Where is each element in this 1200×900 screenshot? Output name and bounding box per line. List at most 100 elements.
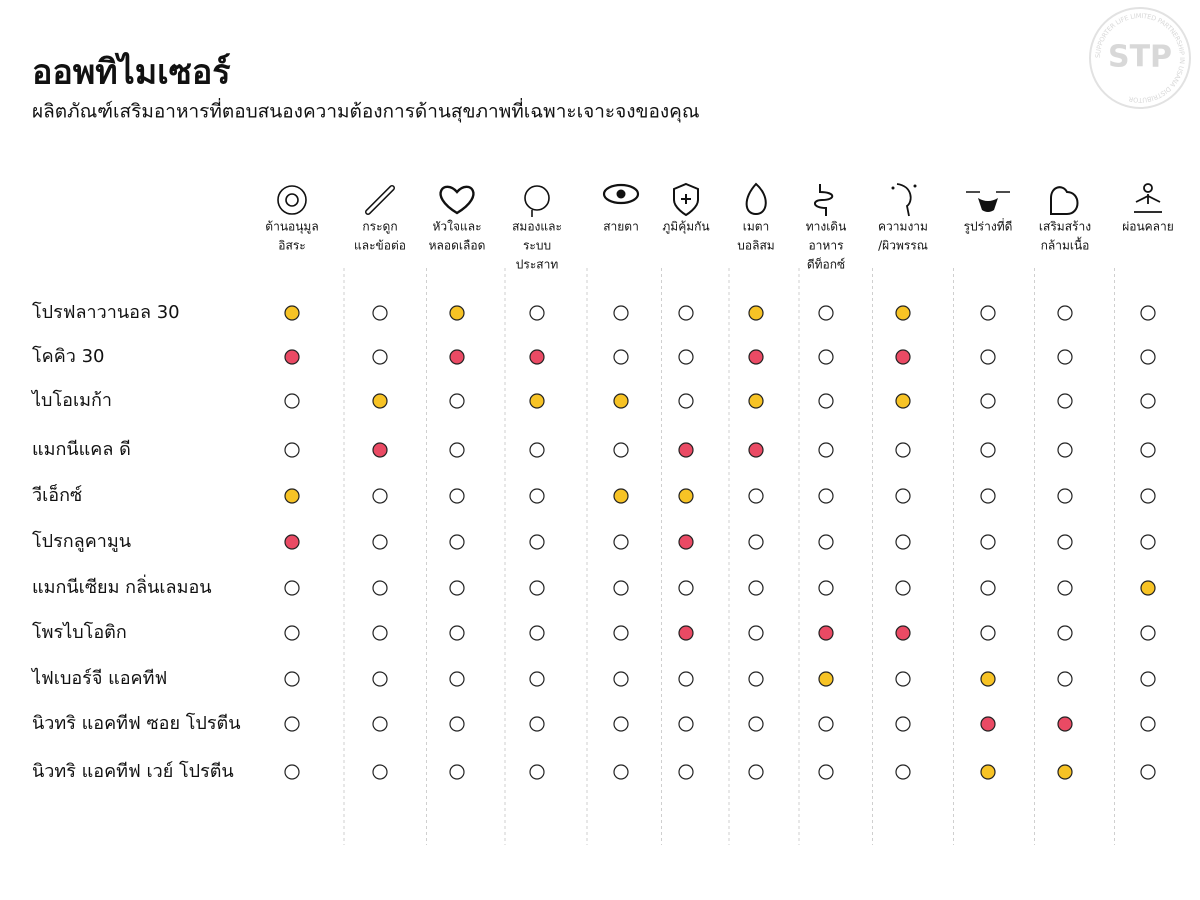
column-label: กระดูก: [362, 220, 397, 235]
benefit-dot: [449, 716, 465, 732]
benefit-dot: [895, 671, 911, 687]
icon-part: [277, 185, 307, 215]
row-label: แมกนีเซียม กลิ่นเลมอน: [32, 574, 212, 598]
benefit-dot: [818, 716, 834, 732]
benefit-dot: [372, 534, 388, 550]
benefit-dot: [613, 393, 629, 409]
benefit-dot: [449, 349, 465, 365]
benefit-dot: [895, 442, 911, 458]
benefit-dot: [895, 716, 911, 732]
benefit-dot: [449, 580, 465, 596]
column-label: อิสระ: [278, 239, 305, 253]
benefit-dot: [449, 671, 465, 687]
row-label: วีเอ็กซ์: [32, 483, 82, 506]
benefit-dot: [818, 580, 834, 596]
row-label: แมกนีแคล ดี: [32, 439, 131, 460]
benefit-dot: [678, 305, 694, 321]
column-label: กล้ามเนื้อ: [1041, 237, 1090, 253]
benefit-dot: [980, 625, 996, 641]
benefit-dot: [449, 488, 465, 504]
icon-part: [616, 189, 626, 199]
benefit-dot: [678, 534, 694, 550]
benefit-dot: [529, 625, 545, 641]
column-icon: [891, 183, 917, 217]
benefit-dot: [895, 534, 911, 550]
icon-part: [524, 185, 550, 211]
watermark-logo: STP: [1108, 40, 1172, 75]
benefit-dot: [529, 305, 545, 321]
benefit-dot: [372, 764, 388, 780]
benefit-dot: [1140, 671, 1156, 687]
column-icon: [745, 182, 767, 216]
icon-part: [978, 198, 998, 212]
icon-part: [285, 193, 299, 207]
column-label: ภูมิคุ้มกัน: [662, 220, 709, 235]
benefit-dot: [529, 442, 545, 458]
benefit-dot: [678, 393, 694, 409]
column-label: ระบบ: [523, 239, 551, 253]
benefit-dot: [748, 488, 764, 504]
column-label: เมตา: [743, 220, 770, 234]
watermark: STP SUPPORTER LIFE LIMITED PARTNERSHIP I…: [1089, 7, 1191, 109]
benefit-dot: [1057, 534, 1073, 550]
icon-part: [366, 186, 394, 214]
benefit-dot: [1140, 534, 1156, 550]
benefit-dot: [529, 393, 545, 409]
benefit-dot: [748, 671, 764, 687]
benefit-dot: [748, 625, 764, 641]
benefit-dot: [372, 671, 388, 687]
benefit-dot: [1140, 442, 1156, 458]
icon-part: [913, 184, 917, 188]
benefit-dot: [678, 442, 694, 458]
benefit-dot: [980, 305, 996, 321]
benefit-dot: [748, 442, 764, 458]
benefit-dot: [1140, 625, 1156, 641]
benefit-dot: [980, 671, 996, 687]
benefit-dot: [895, 305, 911, 321]
benefit-dot: [980, 716, 996, 732]
benefit-dot: [980, 349, 996, 365]
benefit-dot: [1057, 349, 1073, 365]
benefit-dot: [372, 393, 388, 409]
benefit-dot: [895, 393, 911, 409]
benefit-dot: [895, 580, 911, 596]
row-label: โคคิว 30: [32, 345, 104, 367]
icon-part: [814, 184, 834, 216]
row-label: โพรไบโอติก: [32, 621, 127, 643]
watermark-ring: [1089, 7, 1191, 109]
row-label: ไบโอเมก้า: [30, 389, 112, 411]
benefit-dot: [1057, 671, 1073, 687]
benefit-dot: [1140, 764, 1156, 780]
column-label: ต้านอนุมูล: [265, 220, 318, 235]
column-label: เสริมสร้าง: [1039, 220, 1091, 234]
icon-part: [1134, 194, 1162, 213]
benefit-dot: [1057, 488, 1073, 504]
benefit-dot: [284, 349, 300, 365]
benefit-dot: [818, 534, 834, 550]
column-label: สมองและ: [512, 220, 562, 234]
benefit-dot: [818, 625, 834, 641]
column-label: ความงาม: [878, 220, 928, 234]
benefit-dot: [529, 534, 545, 550]
benefit-dot: [818, 488, 834, 504]
column-icon: [439, 185, 475, 215]
benefit-dot: [818, 305, 834, 321]
icon-part: [1050, 186, 1079, 215]
benefit-dot: [678, 764, 694, 780]
benefit-dot: [529, 716, 545, 732]
column-icon: [524, 185, 550, 217]
benefit-dot: [449, 625, 465, 641]
column-label: ทางเดิน: [806, 220, 847, 234]
benefit-dot: [284, 488, 300, 504]
benefit-dot: [613, 349, 629, 365]
benefit-dot: [284, 580, 300, 596]
benefit-dot: [1140, 488, 1156, 504]
icon-part: [681, 194, 691, 204]
benefit-dot: [613, 305, 629, 321]
benefit-dot: [284, 442, 300, 458]
benefit-dot: [284, 393, 300, 409]
benefit-dot: [748, 580, 764, 596]
benefit-dot: [529, 349, 545, 365]
